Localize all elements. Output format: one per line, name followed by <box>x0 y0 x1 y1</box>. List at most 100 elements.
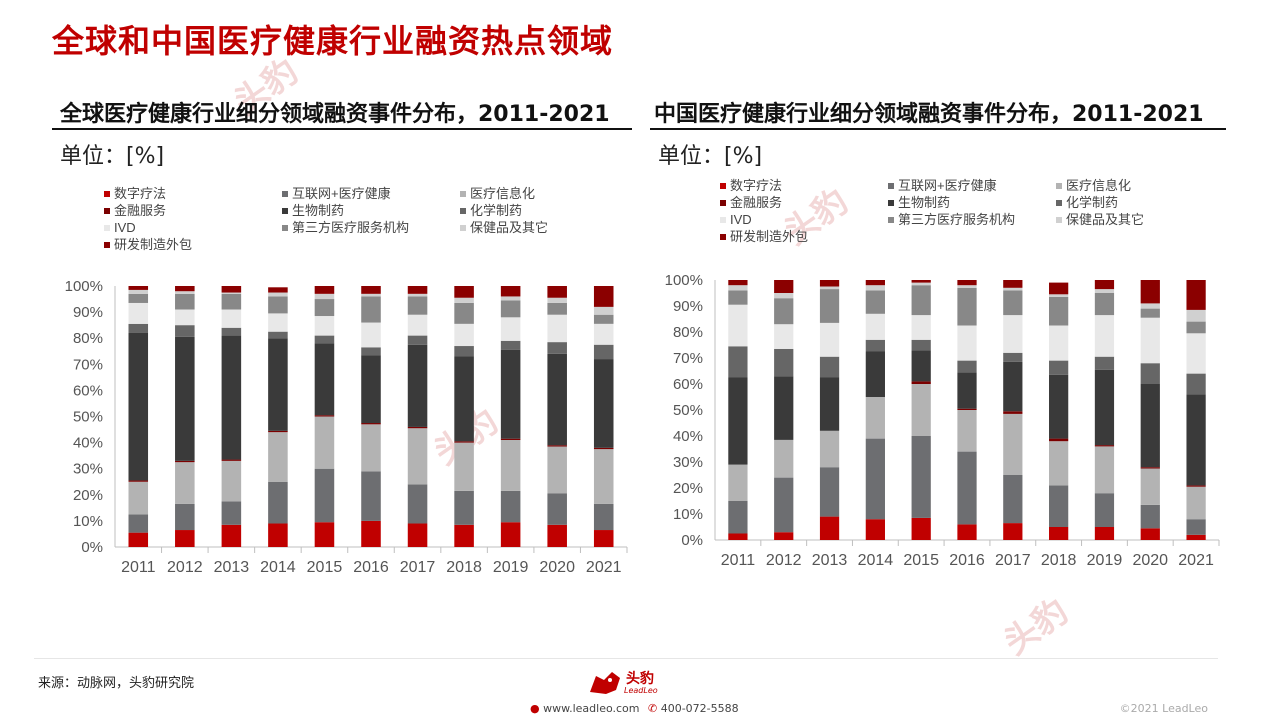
bar-segment <box>1186 280 1206 310</box>
bar-segment <box>593 286 614 307</box>
x-tick-label: 2016 <box>949 552 985 569</box>
bar-segment <box>454 323 474 347</box>
bar-segment <box>1186 485 1206 487</box>
x-tick-label: 2017 <box>400 559 436 576</box>
bar-segment <box>1094 315 1115 357</box>
bar-segment <box>819 322 840 357</box>
legend-item: 互联网+医疗健康 <box>282 186 391 201</box>
bar-segment <box>774 293 794 299</box>
bar-segment <box>547 493 567 525</box>
y-tick-label: 100% <box>665 272 703 289</box>
bar-segment <box>175 309 195 326</box>
bar-segment <box>728 290 748 305</box>
bar-segment <box>865 519 885 540</box>
bar-segment <box>1140 280 1160 304</box>
x-tick-label: 2019 <box>1087 552 1123 569</box>
bar-segment <box>361 322 381 348</box>
bar-segment <box>128 332 149 481</box>
legend-label: 化学制药 <box>1066 195 1118 210</box>
bar-segment <box>593 306 614 315</box>
bar-segment <box>500 286 521 297</box>
bar-segment <box>221 524 242 547</box>
bar-segment <box>1140 504 1160 529</box>
legend-swatch <box>720 217 726 223</box>
x-tick-label: 2021 <box>1178 552 1214 569</box>
x-tick-label: 2012 <box>766 552 802 569</box>
bar-segment <box>1186 321 1206 334</box>
bar-segment <box>268 292 288 297</box>
bar-segment <box>1049 294 1069 297</box>
bar-segment <box>1049 360 1069 375</box>
bar-segment <box>361 355 381 424</box>
bar-segment <box>407 426 428 429</box>
logo-subtext: LeadLeo <box>624 686 658 695</box>
footer-divider <box>34 658 1218 659</box>
bar-segment <box>128 514 149 533</box>
bar-segment <box>314 335 335 344</box>
bar-segment <box>911 517 931 540</box>
legend-item: 生物制药 <box>888 195 950 210</box>
bar-segment <box>547 446 567 494</box>
bar-segment <box>454 441 474 443</box>
bar-segment <box>819 280 840 287</box>
bar-segment <box>728 346 748 378</box>
bar-segment <box>314 522 335 547</box>
bar-segment <box>1094 280 1115 290</box>
bar-segment <box>454 490 474 525</box>
legend-item: 医疗信息化 <box>460 186 535 201</box>
bar-segment <box>593 359 614 448</box>
bar-segment <box>454 346 474 357</box>
phone-icon: ✆ <box>648 702 658 715</box>
legend-swatch <box>720 200 726 206</box>
bar-segment <box>268 523 288 547</box>
bar-segment <box>407 344 428 427</box>
bar-segment <box>221 460 242 502</box>
bar-segment <box>865 339 885 352</box>
bar-segment <box>774 376 794 440</box>
bar-segment <box>1094 493 1115 527</box>
x-tick-label: 2018 <box>446 559 482 576</box>
bar-segment <box>128 481 149 515</box>
bar-segment <box>593 449 614 504</box>
bar-segment <box>728 377 748 465</box>
y-tick-label: 40% <box>73 435 103 452</box>
bar-segment <box>1140 468 1160 505</box>
bar-segment <box>1140 317 1160 364</box>
bar-segment <box>128 480 149 482</box>
website-link[interactable]: ● www.leadleo.com <box>530 702 639 715</box>
bar-segment <box>221 292 242 294</box>
bar-segment <box>1003 361 1023 412</box>
bar-segment <box>128 293 149 303</box>
bar-segment <box>1049 296 1069 326</box>
bar-segment <box>314 416 335 469</box>
bar-segment <box>865 438 885 520</box>
bar-segment <box>819 516 840 540</box>
bar-segment <box>407 484 428 524</box>
x-tick-label: 2014 <box>260 559 296 576</box>
bar-segment <box>1049 527 1069 540</box>
watermark: 头豹 <box>996 591 1076 664</box>
legend-swatch <box>720 234 726 240</box>
legend-swatch <box>460 208 466 214</box>
bar-segment <box>547 524 567 547</box>
y-tick-label: 0% <box>81 539 103 556</box>
bar-segment <box>1003 352 1023 362</box>
bar-segment <box>407 523 428 547</box>
bar-segment <box>774 477 794 533</box>
bar-segment <box>407 335 428 345</box>
bar-segment <box>407 296 428 315</box>
legend-swatch <box>1056 200 1062 206</box>
bar-segment <box>500 317 521 341</box>
bar-segment <box>957 325 977 361</box>
legend-label: 保健品及其它 <box>1066 212 1144 227</box>
legend-item: 数字疗法 <box>104 186 166 201</box>
bar-segment <box>1094 293 1115 316</box>
x-tick-label: 2020 <box>1132 552 1168 569</box>
x-tick-label: 2021 <box>586 559 622 576</box>
bar-segment <box>865 290 885 314</box>
bar-segment <box>361 424 381 472</box>
bar-segment <box>728 285 748 291</box>
legend-label: 研发制造外包 <box>114 237 192 252</box>
legend-item: 研发制造外包 <box>104 237 192 252</box>
legend-swatch <box>104 191 110 197</box>
